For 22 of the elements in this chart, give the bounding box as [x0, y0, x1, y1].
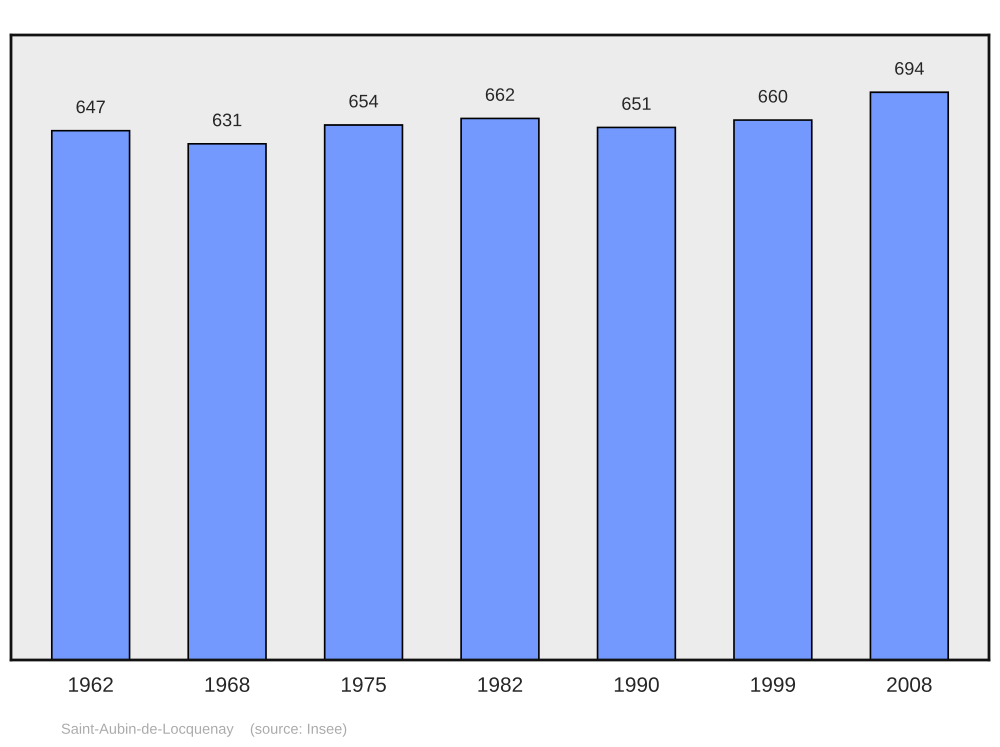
bar	[460, 118, 540, 660]
x-tick-label: 1975	[342, 677, 386, 692]
bar	[733, 119, 813, 660]
x-tick-label: 1982	[478, 677, 522, 692]
data-label: 654	[349, 94, 378, 108]
x-tick-label: 1999	[751, 677, 796, 692]
x-tick-label: 2008	[887, 677, 932, 692]
data-label: 662	[486, 88, 514, 101]
bar	[596, 126, 676, 660]
data-label: 694	[895, 62, 924, 75]
bar	[187, 142, 267, 660]
data-label: 631	[212, 114, 242, 126]
bar	[870, 91, 950, 660]
x-tick-label: 1962	[69, 677, 113, 692]
bar	[324, 124, 404, 660]
data-label: 660	[758, 90, 788, 103]
x-tick-label: 1990	[614, 677, 659, 692]
text: Saint-Aubin-de-Locquenay (source: Insee)	[62, 723, 346, 737]
data-label: 647	[76, 100, 105, 114]
x-tick-label: 1968	[206, 677, 250, 692]
bar	[50, 130, 130, 660]
data-label: 651	[622, 97, 651, 110]
